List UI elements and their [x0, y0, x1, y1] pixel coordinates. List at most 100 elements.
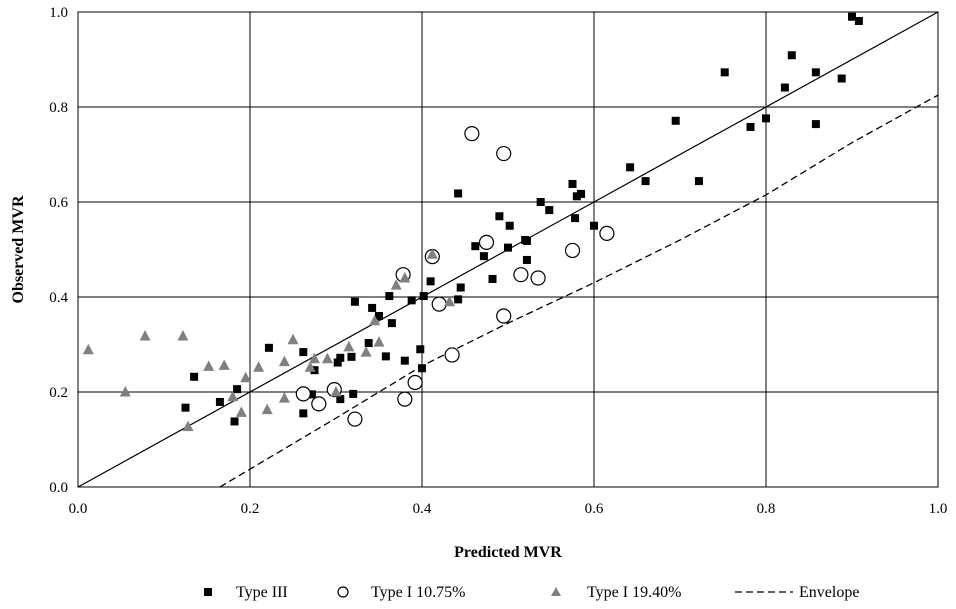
point-type-i-19-40	[343, 340, 355, 352]
point-type-i-10-75	[564, 242, 581, 259]
point-type-i-19-40	[390, 279, 402, 290]
point-type-iii	[454, 295, 463, 304]
point-type-i-10-75	[599, 225, 615, 241]
point-type-iii	[505, 221, 514, 230]
point-type-i-19-40	[287, 333, 299, 345]
point-type-iii	[416, 345, 425, 354]
point-type-iii	[347, 352, 356, 361]
point-type-i-19-40	[373, 336, 385, 347]
point-type-iii	[848, 12, 856, 21]
legend: Type III Type I 10.75% Type I 19.40% Env…	[204, 584, 859, 601]
point-type-i-19-40	[82, 343, 94, 355]
point-type-i-19-40	[278, 355, 290, 367]
point-type-i-10-75	[431, 296, 447, 312]
point-type-i-19-40	[369, 314, 381, 326]
point-type-i-10-75	[478, 234, 495, 250]
point-type-i-19-40	[119, 386, 131, 397]
y-axis-title: Observed MVR	[10, 195, 27, 303]
x-tick-label: 0.2	[241, 501, 260, 517]
legend-marker-type-iii	[204, 588, 212, 596]
point-type-iii	[837, 74, 846, 83]
point-type-iii	[671, 116, 680, 125]
point-type-iii	[522, 236, 531, 245]
point-type-iii	[488, 274, 497, 283]
point-type-iii	[545, 206, 554, 215]
point-type-iii	[479, 252, 488, 261]
x-tick-label: 0.4	[413, 501, 432, 517]
x-tick-label: 0.8	[757, 501, 776, 517]
point-type-i-10-75	[407, 374, 423, 391]
point-type-i-10-75	[311, 396, 327, 412]
point-type-iii	[572, 192, 581, 201]
point-type-i-10-75	[347, 411, 363, 427]
point-type-iii	[364, 339, 373, 348]
point-type-i-19-40	[426, 248, 438, 259]
point-type-iii	[746, 122, 755, 131]
point-type-iii	[787, 51, 796, 60]
point-type-iii	[626, 163, 635, 172]
point-type-i-10-75	[530, 270, 546, 286]
point-type-iii	[762, 114, 770, 123]
point-type-i-19-40	[304, 361, 316, 372]
point-type-iii	[522, 255, 531, 264]
point-type-iii	[349, 389, 358, 398]
point-type-iii	[387, 319, 396, 328]
point-type-i-19-40	[309, 352, 320, 364]
point-type-iii	[577, 189, 586, 198]
legend-label-type-i-19-40: Type I 19.40%	[587, 584, 681, 601]
legend-label-envelope: Envelope	[799, 584, 859, 601]
point-type-iii	[336, 353, 345, 362]
point-type-i-10-75	[496, 145, 512, 162]
point-type-iii	[299, 348, 308, 357]
point-type-iii	[299, 409, 308, 418]
point-type-iii	[720, 68, 729, 77]
point-type-iii	[407, 296, 416, 305]
point-type-i-19-40	[444, 295, 456, 307]
point-type-iii	[811, 68, 820, 77]
point-type-i-19-40	[399, 272, 411, 283]
point-type-iii	[811, 120, 820, 129]
legend-marker-type-i-19-40	[551, 587, 561, 596]
point-type-iii	[307, 390, 316, 399]
point-type-i-19-40	[321, 352, 333, 364]
legend-marker-type-i-10-75	[337, 586, 349, 598]
point-type-iii	[264, 343, 273, 352]
legend-label-type-i-10-75: Type I 10.75%	[371, 584, 465, 601]
point-type-iii	[230, 417, 239, 426]
point-type-iii	[641, 177, 650, 186]
point-type-i-19-40	[218, 359, 230, 370]
point-type-i-10-75	[464, 126, 480, 142]
point-type-iii	[426, 277, 435, 286]
point-type-i-19-40	[139, 329, 151, 341]
point-type-iii	[233, 385, 242, 394]
plot-frame	[77, 11, 939, 488]
data-points	[82, 12, 863, 432]
y-tick-labels: 0.0 0.2 0.4 0.6 0.8 1.0	[49, 5, 68, 496]
point-type-i-19-40	[360, 346, 372, 357]
point-type-iii	[504, 243, 512, 252]
point-type-iii	[368, 303, 377, 312]
point-type-i-10-75	[295, 386, 311, 402]
envelope-line	[219, 94, 939, 488]
point-type-iii	[385, 292, 394, 301]
point-type-iii	[418, 364, 426, 373]
point-type-i-19-40	[278, 392, 290, 403]
point-type-iii	[854, 17, 863, 26]
point-type-i-10-75	[444, 347, 460, 363]
y-tick-label: 0.6	[49, 195, 68, 211]
y-tick-label: 0.0	[49, 480, 68, 496]
point-type-iii	[419, 292, 428, 301]
point-type-iii	[590, 221, 598, 230]
point-type-iii	[333, 358, 342, 367]
point-type-i-10-75	[496, 308, 512, 324]
x-tick-labels: 0.0 0.2 0.4 0.6 0.8 1.0	[69, 501, 948, 517]
x-tick-label: 1.0	[929, 501, 948, 517]
y-tick-label: 0.8	[49, 100, 68, 116]
legend-label-type-iii: Type III	[236, 584, 288, 601]
point-type-i-19-40	[240, 371, 252, 383]
point-type-iii	[400, 356, 409, 365]
y-tick-label: 0.4	[49, 290, 68, 306]
point-type-iii	[780, 83, 789, 92]
y-tick-label: 0.2	[49, 385, 68, 401]
point-type-iii	[456, 283, 465, 292]
